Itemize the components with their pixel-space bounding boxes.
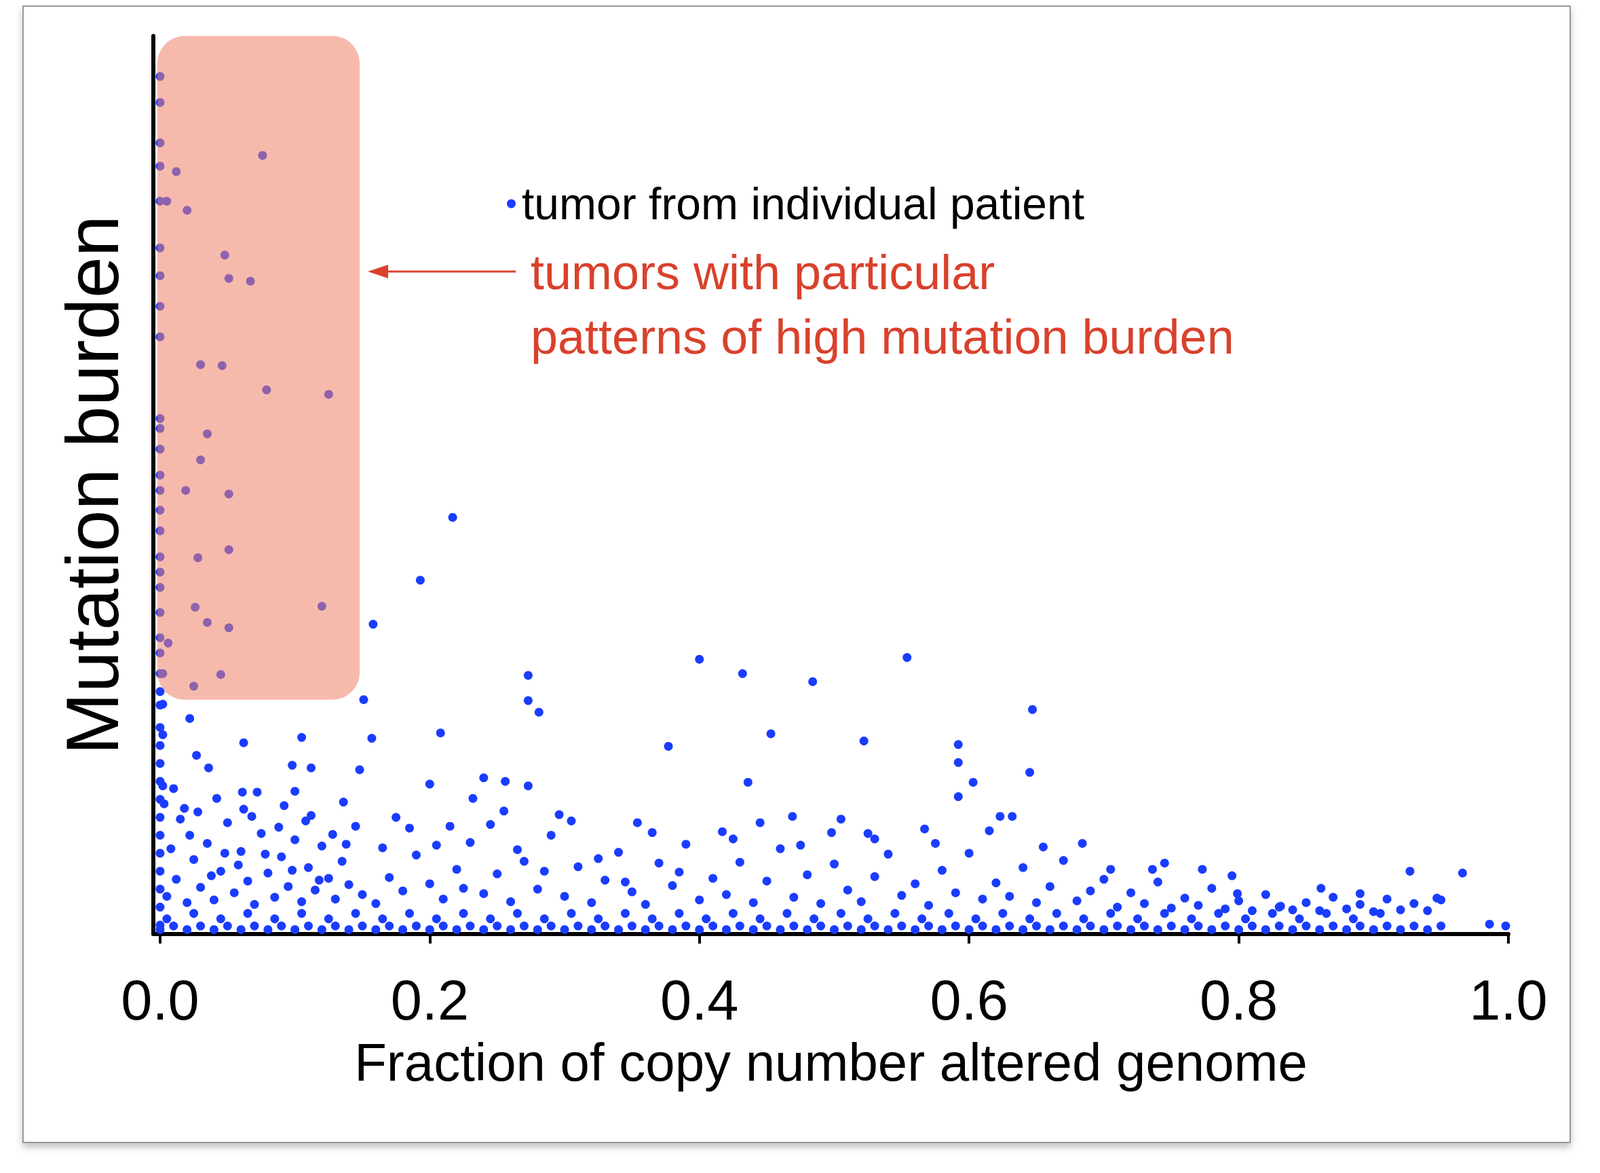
svg-text:patterns of high mutation burd: patterns of high mutation burden: [530, 309, 1235, 364]
svg-text:0.8: 0.8: [1199, 968, 1278, 1032]
svg-text:tumor from individual patient: tumor from individual patient: [521, 178, 1085, 229]
svg-text:tumors with particular: tumors with particular: [530, 244, 995, 300]
svg-text:0.4: 0.4: [660, 968, 739, 1032]
svg-text:0.6: 0.6: [929, 968, 1008, 1032]
svg-text:Fraction of copy number altere: Fraction of copy number altered genome: [354, 1032, 1308, 1092]
svg-text:0.0: 0.0: [120, 968, 199, 1032]
svg-text:Mutation burden: Mutation burden: [50, 215, 134, 755]
svg-text:0.2: 0.2: [390, 968, 469, 1032]
svg-text:1.0: 1.0: [1469, 968, 1548, 1032]
